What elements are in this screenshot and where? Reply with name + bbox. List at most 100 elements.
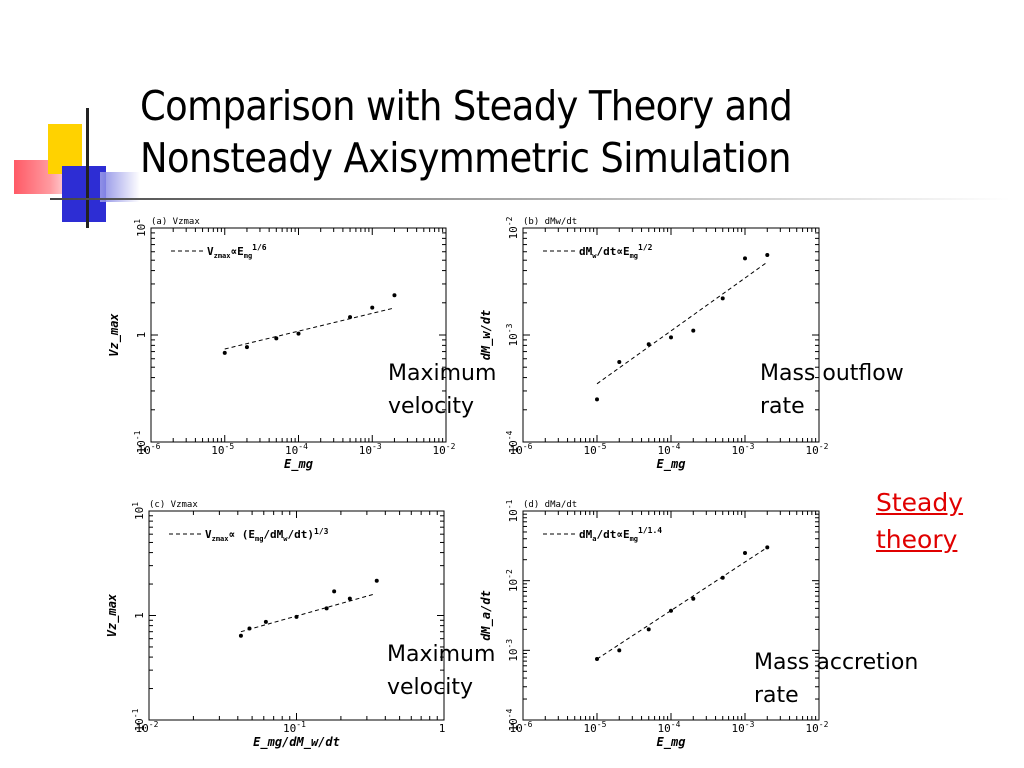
legend-mid-a: ∝E [230, 245, 243, 258]
decor-yellow-block [48, 124, 82, 174]
caption-b: Mass outflow rate [760, 357, 904, 423]
caption-c-line-2: velocity [387, 675, 473, 700]
panel-d: 10-6 10-5 10-4 10-3 10-210-410-310-210-1 (d) … [479, 499, 829, 750]
legend-sub2-c: mg [255, 535, 263, 543]
legend-label-c: Vzmax∝ (Emg/dMw/dt)1/3 [205, 527, 329, 543]
data-point-d [617, 648, 622, 653]
steady-theory-line-1: Steady [876, 488, 964, 517]
legend-sup-d: 1/1.4 [638, 526, 662, 535]
legend-mid-d: /dt∝E [596, 528, 629, 541]
x-tick-label-a: 10-4 [285, 442, 308, 457]
x-tick-exponent-d: -2 [819, 720, 829, 729]
y-tick-exponent-c: 1 [131, 502, 140, 507]
x-tick-label-b: 10-2 [806, 442, 829, 457]
data-point-d [646, 627, 651, 632]
data-point-a [296, 331, 301, 336]
y-axis-label-b: dM_w/dt [479, 310, 494, 361]
data-point-b [743, 256, 747, 261]
legend-sub2-b: mg [630, 252, 638, 260]
y-tick-label-c: 10-1 [131, 708, 146, 731]
x-tick-label-a: 10-2 [433, 442, 456, 457]
data-point-c [263, 619, 268, 624]
legend-sub3-c: w [283, 535, 288, 543]
y-axis-label-d: dM_a/dt [479, 590, 494, 641]
y-tick-exponent-b: -4 [505, 430, 514, 440]
legend-sub2-a: mg [244, 252, 252, 260]
x-tick-label-a: 10-5 [211, 442, 234, 457]
decor-blue-fade [100, 172, 140, 202]
x-tick-exponent-b: -2 [819, 442, 829, 451]
legend-mid-c: ∝ (E [228, 528, 255, 541]
y-tick-exponent-b: -3 [505, 323, 514, 333]
fit-line-d [596, 547, 768, 660]
data-point-c [374, 578, 379, 583]
y-tick-label-d: 10-3 [505, 639, 520, 662]
legend-sub-b: w [592, 252, 597, 260]
y-tick-label-a: 10-1 [133, 430, 148, 453]
x-tick-exponent-b: -3 [745, 442, 755, 451]
data-point-c [294, 614, 299, 619]
caption-b-line-2: rate [760, 394, 805, 419]
y-tick-label-a: 1 [135, 332, 148, 339]
x-tick-label-b: 10-3 [732, 442, 755, 457]
fit-line-a [224, 307, 395, 350]
decor-blue-block [62, 166, 106, 222]
x-tick-label-b: 10-4 [658, 442, 681, 457]
x-tick-exponent-a: -5 [225, 442, 235, 451]
data-point-c [332, 589, 337, 594]
data-point-c [238, 633, 243, 638]
x-tick-exponent-b: -6 [523, 442, 533, 451]
y-tick-label-c: 101 [131, 502, 146, 520]
legend-text-a: V [207, 245, 214, 258]
data-point-b [669, 335, 673, 340]
data-point-d [765, 545, 770, 550]
data-point-a [370, 305, 375, 310]
caption-a-line-2: velocity [388, 394, 474, 419]
data-point-b [691, 328, 696, 333]
x-axis-label-d: E_mg [657, 735, 686, 750]
data-point-c [347, 596, 352, 601]
x-tick-exponent-a: -4 [298, 442, 308, 451]
y-tick-exponent-d: -3 [505, 639, 514, 649]
legend-text-c: V [205, 528, 212, 541]
slide-title-line-2: Nonsteady Axisymmetric Simulation [140, 134, 792, 182]
y-tick-label-d: 10-4 [505, 708, 520, 731]
y-tick-label-b: 10-3 [505, 323, 520, 346]
x-axis-label-b: E_mg [657, 457, 686, 472]
x-tick-label-d: 10-2 [806, 720, 829, 735]
data-point-d [743, 550, 747, 555]
x-tick-exponent-b: -5 [597, 442, 607, 451]
legend-sub2-d: mg [630, 535, 638, 543]
x-axis-label-a: E_mg [284, 457, 313, 472]
y-tick-exponent-a: 1 [133, 219, 142, 224]
data-point-c [247, 626, 252, 631]
legend-label-a: Vzmax∝Emg1/6 [207, 243, 267, 260]
legend-sup-c: 1/3 [314, 527, 329, 536]
y-tick-label-d: 10-1 [505, 499, 520, 522]
y-tick-label-d: 10-2 [505, 569, 520, 592]
data-point-a [392, 293, 397, 298]
legend-label-b: dMw/dt∝Emg1/2 [579, 243, 653, 260]
x-tick-exponent-c: -1 [296, 720, 306, 729]
x-tick-label-b: 10-5 [584, 442, 607, 457]
legend-sup-b: 1/2 [638, 243, 653, 252]
data-point-a [222, 350, 227, 355]
caption-c-line-1: Maximum [387, 642, 496, 667]
steady-theory-link[interactable]: Steady theory [876, 484, 963, 558]
y-tick-exponent-a: -1 [133, 430, 142, 440]
x-tick-label-d: 10-4 [658, 720, 681, 735]
x-tick-exponent-a: -3 [372, 442, 382, 451]
data-point-c [324, 606, 329, 611]
caption-a: Maximum velocity [388, 357, 496, 423]
data-point-d [669, 608, 673, 613]
x-tick-label-c: 10-1 [283, 720, 306, 735]
x-tick-exponent-a: -6 [151, 442, 161, 451]
legend-tail2-c: /dt) [288, 528, 315, 541]
legend-label-d: dMa/dt∝Emg1/1.4 [579, 526, 662, 543]
legend-text-d: dM [579, 528, 593, 541]
x-tick-exponent-c: -2 [149, 720, 159, 729]
data-point-b [617, 359, 622, 364]
x-tick-label-d: 10-3 [732, 720, 755, 735]
x-tick-exponent-d: -5 [597, 720, 607, 729]
